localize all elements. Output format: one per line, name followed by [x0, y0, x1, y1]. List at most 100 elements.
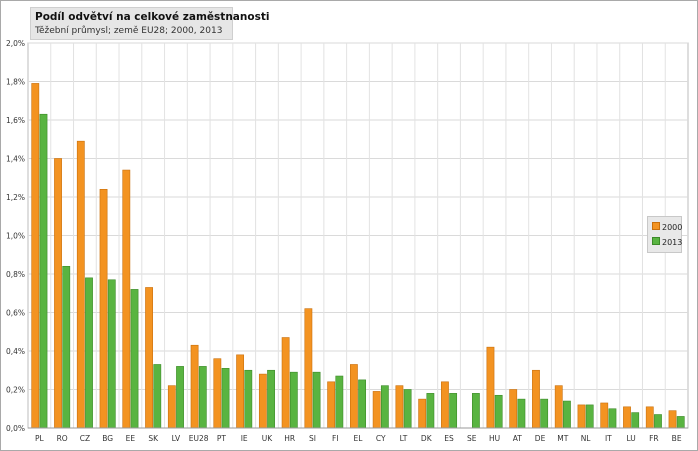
x-tick-label: BE [672, 434, 682, 443]
bar-2013-FR [654, 414, 662, 429]
bar-2013-SK [153, 364, 162, 429]
bar-2013-IT [608, 408, 617, 429]
bar-2000-PT [213, 358, 222, 429]
y-tick-label: 1,2% [6, 193, 25, 202]
x-tick-label: ES [444, 434, 454, 443]
x-tick-label: EL [354, 434, 364, 443]
bar-2013-DK [426, 393, 435, 429]
x-tick-label: SE [467, 434, 477, 443]
bar-2000-FR [645, 406, 654, 429]
bar-2013-FI [335, 375, 344, 429]
bar-2013-HU [494, 394, 503, 429]
bar-2013-DE [540, 398, 549, 429]
x-tick-label: DK [421, 434, 433, 443]
bar-2013-PL [39, 113, 48, 429]
bar-2013-HR [289, 371, 298, 429]
x-tick-label: HU [489, 434, 500, 443]
bar-2000-ES [441, 381, 449, 429]
bar-2013-IE [244, 369, 253, 429]
y-tick-label: 0,6% [6, 309, 25, 318]
y-tick-label: 2,0% [6, 39, 25, 48]
bar-2000-LT [395, 385, 404, 429]
legend-item-2013: 2013 [652, 237, 682, 247]
bar-2000-FI [327, 381, 336, 429]
x-tick-label: HR [284, 434, 295, 443]
bar-2013-CY [380, 385, 389, 429]
bar-2000-DK [418, 398, 427, 429]
bar-2000-PL [31, 83, 40, 429]
x-tick-label: IT [605, 434, 612, 443]
bar-2013-EL [358, 379, 366, 429]
x-tick-label: LU [626, 434, 635, 443]
y-tick-label: 1,8% [6, 78, 25, 87]
x-tick-label: BG [102, 434, 113, 443]
bar-2013-RO [62, 265, 71, 429]
bar-2000-HR [281, 337, 290, 429]
y-tick-label: 1,4% [6, 155, 25, 164]
y-tick-label: 0,2% [6, 386, 25, 395]
x-tick-label: UK [262, 434, 273, 443]
x-tick-label: NL [581, 434, 592, 443]
x-tick-label: RO [57, 434, 68, 443]
y-tick-label: 1,6% [6, 116, 25, 125]
bar-2000-LV [167, 385, 176, 429]
bar-2013-AT [517, 398, 526, 429]
x-tick-label: LT [400, 434, 408, 443]
bar-2000-UK [258, 373, 267, 429]
bar-2013-LV [176, 366, 184, 429]
bar-2013-LT [403, 389, 412, 429]
bar-2013-NL [585, 404, 594, 429]
y-tick-label: 0,8% [6, 270, 25, 279]
y-tick-label: 1,0% [6, 232, 25, 241]
x-tick-label: SK [148, 434, 159, 443]
bar-2013-UK [267, 369, 275, 429]
legend-label-2013: 2013 [662, 238, 683, 247]
bar-2013-SI [312, 371, 321, 429]
legend-swatch-2000 [652, 222, 660, 230]
x-tick-label: CZ [80, 434, 90, 443]
bar-2013-BG [107, 279, 116, 429]
bar-2000-EL [349, 364, 358, 429]
bar-2000-BG [99, 189, 108, 429]
y-tick-label: 0,0% [6, 424, 25, 433]
x-tick-label: MT [557, 434, 568, 443]
bar-2000-MT [554, 385, 563, 429]
bar-2013-ES [449, 393, 458, 429]
x-tick-label: CY [376, 434, 386, 443]
bar-2000-IT [600, 402, 609, 429]
bar-2000-DE [532, 369, 540, 429]
x-tick-label: FR [649, 434, 659, 443]
bar-2000-IE [236, 354, 245, 429]
bar-2013-CZ [85, 277, 93, 429]
bar-2000-NL [577, 404, 586, 429]
y-tick-label: 0,4% [6, 347, 25, 356]
bar-2013-EE [130, 289, 139, 429]
bar-2013-EU28 [198, 366, 207, 429]
bar-2000-SK [145, 287, 153, 429]
bar-2000-AT [509, 389, 518, 429]
bar-2013-PT [221, 368, 230, 429]
x-tick-label: PL [35, 434, 45, 443]
x-tick-label: SI [309, 434, 316, 443]
x-tick-label: DE [535, 434, 546, 443]
chart-legend: 2000 2013 [647, 216, 682, 253]
legend-swatch-2013 [652, 237, 660, 245]
x-tick-label: EE [126, 434, 136, 443]
x-tick-label: EU28 [189, 434, 209, 443]
x-tick-label: LV [172, 434, 181, 443]
bar-2013-MT [563, 400, 571, 429]
bar-2000-EU28 [190, 344, 199, 429]
legend-item-2000: 2000 [652, 222, 682, 232]
x-tick-label: AT [513, 434, 523, 443]
bar-2000-CY [372, 391, 381, 429]
chart-subtitle: Těžební průmysl; země EU28; 2000, 2013 [35, 26, 223, 36]
bar-2000-BE [668, 410, 677, 429]
bar-2013-BE [676, 416, 685, 429]
x-tick-label: FI [332, 434, 339, 443]
bar-2000-RO [54, 158, 62, 429]
bar-2000-SI [304, 308, 313, 429]
bar-2013-SE [471, 393, 480, 429]
bar-2000-EE [122, 169, 131, 429]
x-tick-label: IE [241, 434, 248, 443]
